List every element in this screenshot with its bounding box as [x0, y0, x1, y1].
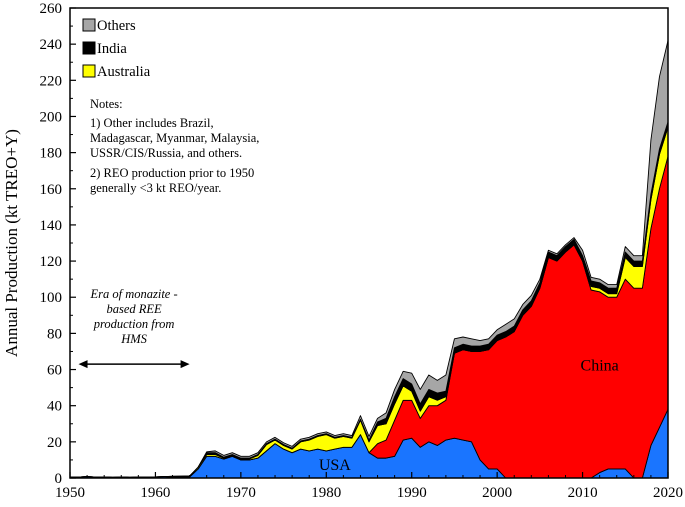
y-tick-label: 260 [40, 1, 63, 17]
legend-label-india: India [97, 41, 127, 57]
y-tick-label: 120 [40, 254, 63, 270]
x-tick-label: 2000 [482, 485, 512, 501]
note-line: Notes: [90, 97, 123, 111]
y-tick-label: 20 [47, 435, 62, 451]
y-tick-label: 100 [40, 290, 63, 306]
notes-block: Notes: 1) Other includes Brazil,Madagasca… [90, 97, 259, 195]
x-tick-label: 1980 [311, 485, 341, 501]
legend-swatch-others [82, 18, 96, 32]
note-line: Madagascar, Myanmar, Malaysia, [90, 131, 259, 145]
usa-area-label: USA [319, 457, 351, 474]
y-tick-label: 80 [47, 326, 62, 342]
axis-tick-labels: 1950 1960 1970 1980 1990 2000 2010 2020 0 20 40 60 8… [40, 1, 684, 501]
note-line: generally <3 kt REO/year. [90, 181, 221, 195]
y-tick-label: 220 [40, 73, 63, 89]
x-tick-label: 1990 [397, 485, 427, 501]
legend-label-australia: Australia [97, 64, 151, 80]
legend: Others India Australia [82, 18, 151, 80]
era-text-line: based REE [106, 302, 162, 316]
legend-swatch-australia [82, 64, 96, 78]
legend-swatch-india [82, 41, 96, 55]
note-line: 2) REO production prior to 1950 [90, 166, 254, 180]
x-tick-label: 1970 [226, 485, 256, 501]
y-tick-label: 160 [40, 182, 63, 198]
x-tick-label: 1950 [55, 485, 85, 501]
era-text-line: Era of monazite - [89, 287, 177, 301]
y-tick-label: 200 [40, 109, 63, 125]
y-tick-label: 60 [47, 363, 62, 379]
era-text-line: HMS [120, 332, 147, 346]
axis-ticks [69, 7, 669, 479]
x-tick-label: 2020 [653, 485, 683, 501]
y-tick-label: 240 [40, 37, 63, 53]
note-line: 1) Other includes Brazil, [90, 116, 214, 130]
x-tick-label: 1960 [140, 485, 170, 501]
note-line: USSR/CIS/Russia, and others. [90, 146, 242, 160]
x-tick-label: 2010 [568, 485, 598, 501]
era-arrow-head-left [78, 360, 88, 369]
legend-label-others: Others [97, 18, 136, 34]
era-text-line: production from [93, 317, 175, 331]
stacked-areas [69, 40, 669, 479]
china-area-label: China [581, 357, 619, 374]
era-arrow-head-right [180, 360, 190, 369]
y-axis-title: Annual Production (kt TREO+Y) [2, 129, 21, 357]
y-tick-label: 180 [40, 146, 63, 162]
y-tick-label: 140 [40, 218, 63, 234]
y-tick-label: 0 [55, 471, 63, 487]
y-tick-label: 40 [47, 399, 62, 415]
